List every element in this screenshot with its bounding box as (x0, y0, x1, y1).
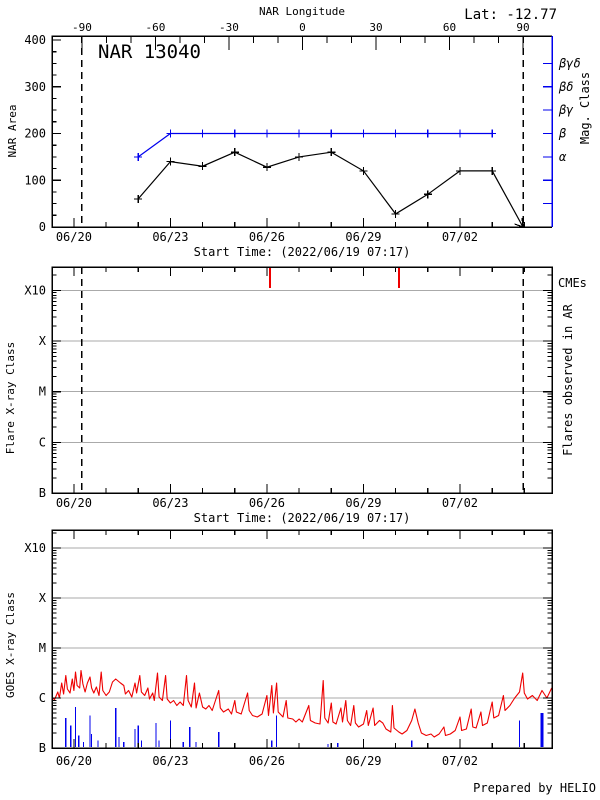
arrow-head (521, 217, 524, 228)
longitude-tick-label: -60 (146, 21, 166, 34)
date-tick-label: 07/02 (442, 230, 478, 244)
top-axis-title: NAR Longitude (259, 5, 345, 18)
date-tick-label: 06/26 (249, 496, 285, 510)
date-tick-label: 06/23 (152, 496, 188, 510)
panel3-frame (51, 529, 553, 749)
series-line-nar-area (137, 151, 524, 228)
series-line-magnetic-class (137, 132, 493, 158)
area-tick-label: 200 (24, 127, 46, 141)
xray-class-tick-label: X (39, 591, 47, 605)
date-tick-label: 06/23 (152, 230, 188, 244)
date-tick-label: 06/29 (345, 754, 381, 768)
mag-class-tick-label: βγδ (558, 56, 581, 70)
xray-class-tick-label: C (39, 435, 46, 449)
data-series-layer (51, 36, 553, 747)
longitude-tick-label: -90 (72, 21, 92, 34)
date-tick-label: 06/20 (56, 754, 92, 768)
longitude-tick-label: 90 (516, 21, 529, 34)
goes-xray-red-curve (51, 669, 553, 738)
xray-class-tick-label: X10 (24, 283, 46, 297)
panel1-x-axis-title: Start Time: (2022/06/19 07:17) (194, 245, 411, 259)
gridlines-layer (52, 289, 552, 699)
area-tick-label: 100 (24, 173, 46, 187)
panel1-y-axis-label: NAR Area (6, 105, 19, 158)
date-tick-label: 07/02 (442, 496, 478, 510)
mag-class-tick-label: βγ (558, 103, 574, 117)
xray-class-tick-label: M (39, 385, 46, 399)
tick-labels-layer: 06/20 06/23 06/26 06/29 07/02 06/20 06/23 06/26… (24, 21, 580, 768)
xray-class-tick-label: X (39, 334, 47, 348)
panel2-y-axis-label: Flare X-ray Class (4, 342, 17, 455)
panel2-x-axis-title: Start Time: (2022/06/19 07:17) (194, 511, 411, 525)
date-tick-label: 06/29 (345, 496, 381, 510)
mag-class-tick-label: α (559, 150, 567, 164)
cmes-label: CMEs (558, 276, 587, 290)
xray-class-tick-label: C (39, 691, 46, 705)
xray-class-tick-label: X10 (24, 541, 46, 555)
date-tick-label: 07/02 (442, 754, 478, 768)
xray-class-tick-label: M (39, 641, 46, 655)
xray-class-tick-label: B (39, 486, 46, 500)
panel1-frame (51, 35, 552, 228)
latitude-label: Lat: -12.77 (464, 7, 557, 23)
date-tick-label: 06/29 (345, 230, 381, 244)
area-tick-label: 400 (24, 33, 46, 47)
date-tick-label: 06/23 (152, 754, 188, 768)
longitude-tick-label: -30 (219, 21, 239, 34)
mag-class-tick-label: β (558, 127, 567, 141)
panel3-y-axis-label: GOES X-ray Class (4, 592, 17, 698)
xray-class-tick-label: B (39, 741, 46, 755)
prepared-by-credit: Prepared by HELIO (473, 781, 596, 795)
date-tick-label: 06/26 (249, 754, 285, 768)
area-tick-label: 300 (24, 80, 46, 94)
area-tick-label: 0 (39, 220, 46, 234)
flares-observed-axis-label: Flares observed in AR (561, 303, 575, 455)
date-tick-label: 06/20 (56, 230, 92, 244)
longitude-tick-label: 30 (369, 21, 382, 34)
longitude-tick-label: 60 (443, 21, 456, 34)
panel2-frame (51, 266, 553, 494)
date-tick-label: 06/20 (56, 496, 92, 510)
longitude-tick-label: 0 (299, 21, 306, 34)
mag-class-tick-label: βδ (558, 80, 573, 94)
panel1-title: NAR 13040 (98, 41, 201, 63)
mag-class-axis-label: Mag. Class (578, 72, 592, 144)
axes-ticks-layer (51, 35, 553, 749)
date-tick-label: 06/26 (249, 230, 285, 244)
